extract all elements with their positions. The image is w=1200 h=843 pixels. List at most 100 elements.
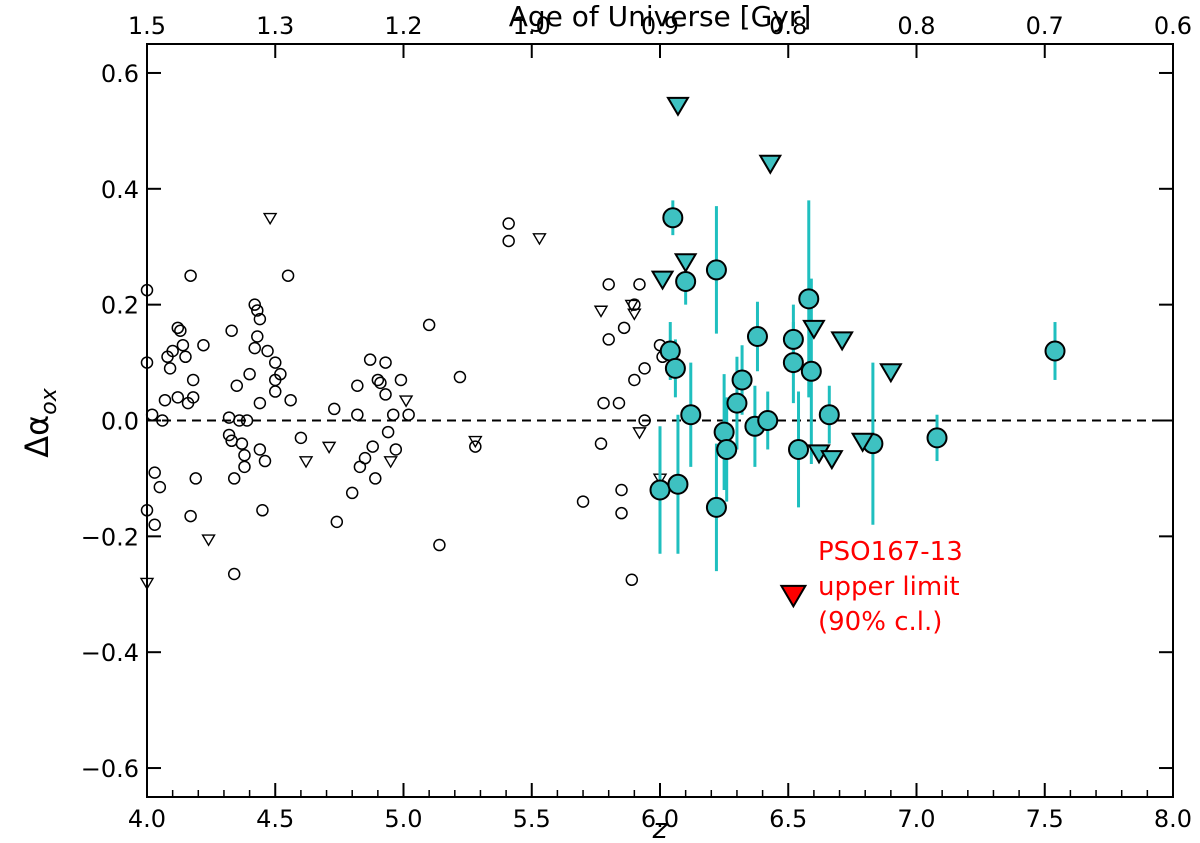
literature-upper-limit <box>632 427 647 440</box>
highz-upper-limit <box>830 331 854 352</box>
literature-point <box>294 431 308 445</box>
literature-point <box>166 344 179 358</box>
x-tick-label: 4.5 <box>256 805 294 833</box>
top-tick-label: 0.8 <box>897 12 935 40</box>
literature-point <box>351 379 364 392</box>
literature-point <box>502 217 515 230</box>
literature-point <box>253 396 267 410</box>
literature-point <box>148 466 161 479</box>
literature-point <box>617 321 631 335</box>
highz-point <box>746 326 768 348</box>
literature-point <box>615 483 628 497</box>
highz-point <box>664 357 686 379</box>
highz-point <box>800 360 822 382</box>
literature-upper-limit <box>298 456 314 469</box>
highz-point <box>782 352 804 374</box>
literature-point <box>374 376 387 390</box>
highz-upper-limit <box>850 432 875 453</box>
highz-upper-limit <box>673 253 698 274</box>
literature-point <box>594 437 608 450</box>
literature-point <box>502 234 515 248</box>
literature-point <box>363 353 377 366</box>
literature-upper-limit <box>398 395 414 408</box>
literature-upper-limit <box>262 212 278 226</box>
highz-point <box>798 288 820 310</box>
plot-area <box>139 96 1173 609</box>
literature-point <box>379 388 392 401</box>
literature-point <box>612 396 626 410</box>
highz-point <box>649 479 671 501</box>
highz-point <box>818 404 840 426</box>
highz-point <box>726 392 748 414</box>
y-axis-title-main: Δα <box>18 415 56 458</box>
literature-point <box>602 333 615 346</box>
literature-point <box>189 472 202 485</box>
literature-point <box>389 443 403 456</box>
highz-upper-limit <box>666 96 690 117</box>
literature-point <box>163 362 177 375</box>
literature-point <box>615 506 628 520</box>
literature-point <box>251 304 264 317</box>
literature-point <box>358 451 372 465</box>
literature-point <box>469 440 482 453</box>
literature-point <box>248 298 261 311</box>
literature-point <box>345 486 359 500</box>
highz-upper-limit <box>879 363 903 384</box>
literature-point <box>145 408 159 421</box>
pso167-upper-limit-marker <box>779 584 808 609</box>
x-axis-title: z <box>652 812 669 843</box>
literature-upper-limit <box>321 441 337 454</box>
literature-point <box>176 338 190 352</box>
highz-point <box>667 473 689 495</box>
highz-point <box>675 270 697 292</box>
x-tick-label: 7.5 <box>1026 805 1064 833</box>
literature-point <box>227 472 241 485</box>
literature-point <box>225 324 238 337</box>
x-tick-label: 6.5 <box>769 805 807 833</box>
literature-point <box>238 460 251 474</box>
literature-point <box>386 408 400 421</box>
top-tick-label: 0.9 <box>641 12 679 40</box>
literature-point <box>638 362 651 375</box>
annotation-line-2: upper limit <box>818 572 960 602</box>
highz-point <box>713 421 735 443</box>
literature-point <box>327 402 341 416</box>
x-tick-label: 7.0 <box>897 805 935 833</box>
annotation-line-3: (90% c.l.) <box>818 607 942 637</box>
highz-upper-limit <box>758 154 783 175</box>
highz-upper-limit <box>802 319 826 340</box>
highz-point <box>1044 340 1066 362</box>
literature-point <box>197 338 210 352</box>
top-tick-label: 0.7 <box>1026 12 1064 40</box>
literature-point <box>628 373 641 387</box>
literature-point <box>330 515 344 529</box>
literature-point <box>379 356 392 369</box>
literature-point <box>158 393 172 407</box>
literature-upper-limit <box>624 299 640 313</box>
literature-upper-limit <box>532 233 547 246</box>
literature-point <box>186 391 200 404</box>
literature-point <box>253 443 267 456</box>
literature-point <box>258 454 272 468</box>
literature-point <box>351 408 364 421</box>
literature-point <box>453 370 467 384</box>
x-tick-label: 5.0 <box>384 805 422 833</box>
literature-point <box>274 367 287 381</box>
top-tick-label: 1.3 <box>256 12 294 40</box>
literature-point <box>256 504 269 517</box>
literature-point <box>281 269 295 282</box>
literature-point <box>171 321 185 335</box>
top-tick-label: 0.6 <box>1154 12 1192 40</box>
literature-point <box>366 440 379 453</box>
top-tick-label: 1.0 <box>513 12 551 40</box>
literature-point <box>174 324 187 337</box>
highz-point <box>757 410 779 431</box>
y-tick-label: 0.4 <box>101 176 139 204</box>
y-tick-label: −0.6 <box>81 755 139 783</box>
top-tick-label: 1.2 <box>384 12 422 40</box>
literature-point <box>148 518 161 532</box>
highz-point <box>659 340 681 362</box>
highz-upper-limit <box>820 450 844 471</box>
top-tick-label: 0.8 <box>769 12 807 40</box>
